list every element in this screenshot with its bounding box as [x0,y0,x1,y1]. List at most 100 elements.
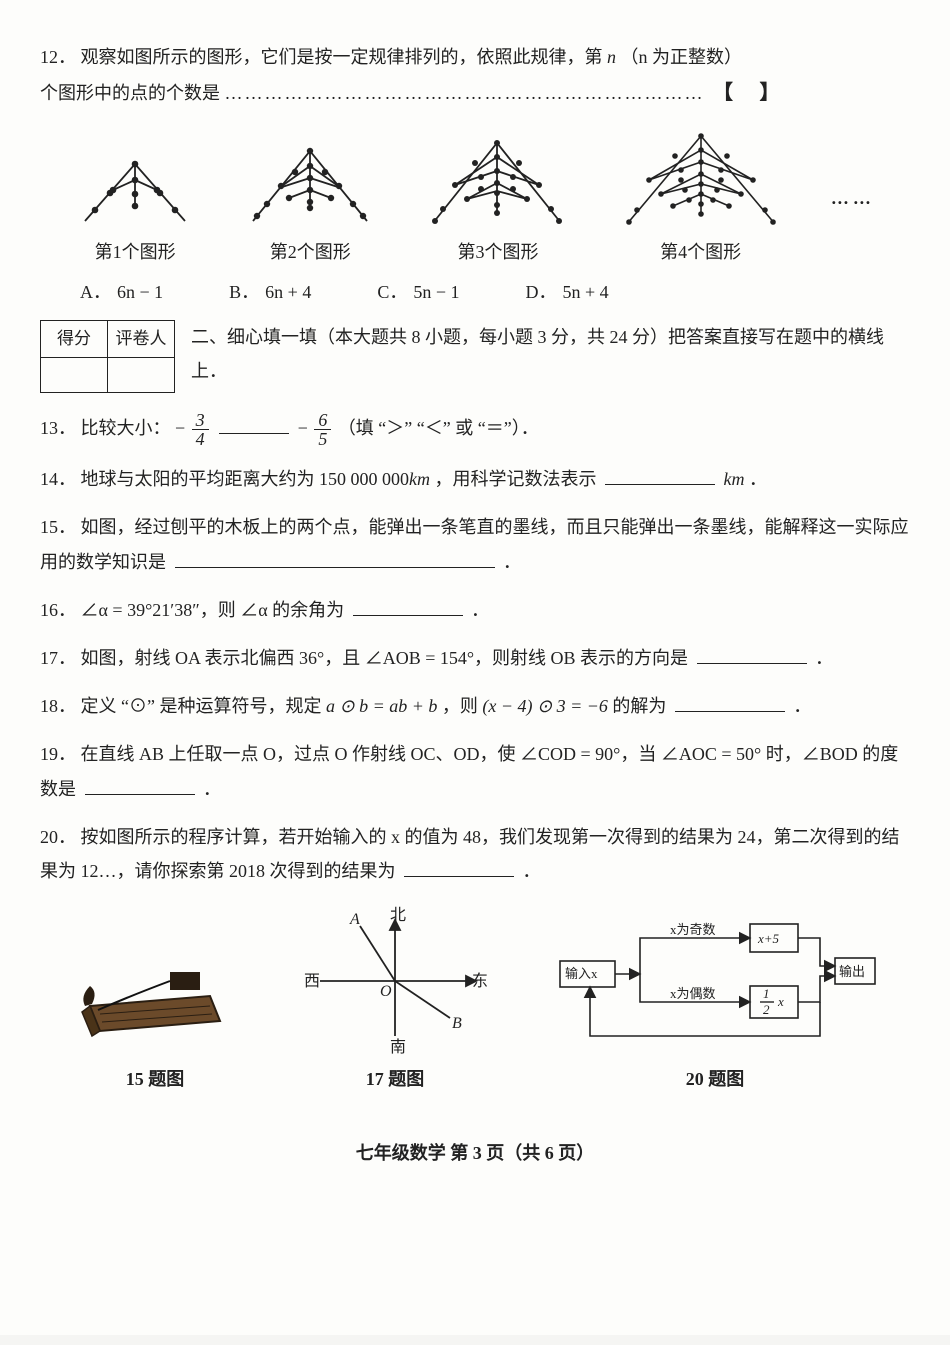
svg-text:南: 南 [390,1038,406,1056]
q12-number: 12． [40,47,76,67]
svg-text:x: x [777,994,784,1009]
q12-cap1: 第1个图形 [75,235,195,269]
svg-text:x+5: x+5 [757,931,780,946]
q12-cap2: 第2个图形 [245,235,375,269]
q13-num: 13． [40,418,76,438]
q16-blank [353,597,463,616]
q16-pre: ∠α = 39°21′38″，则 ∠α 的余角为 [81,600,345,620]
svg-text:A: A [349,911,360,928]
q13-lhs-sign: − [175,418,185,438]
q14-num: 14． [40,469,76,489]
q18-post: 的解为 [612,696,666,716]
plank-icon [70,936,240,1056]
bottom-figures: 15 题图 北 南 东 [40,906,910,1096]
q12-fig2: 第2个图形 [245,136,375,269]
q15-num: 15． [40,517,76,537]
question-14: 14． 地球与太阳的平均距离大约为 150 000 000km ，用科学记数法表… [40,462,910,496]
svg-text:东: 东 [472,972,488,990]
svg-text:输出: 输出 [839,964,865,979]
q13-rhs-sign: − [298,418,308,438]
page-footer: 七年级数学 第 3 页（共 6 页） [40,1136,910,1170]
q19-end: ． [203,779,221,799]
question-13: 13． 比较大小： − 3 4 − 6 5 （填 “＞” “＜” 或 “＝”）． [40,411,910,448]
q14-mid: ，用科学记数法表示 [435,469,597,489]
svg-text:x为偶数: x为偶数 [670,986,716,1001]
q12-bracket-r: 】 [760,82,780,104]
fig17: 北 南 东 西 A B O 17 题图 [300,906,490,1096]
question-17: 17． 如图，射线 OA 表示北偏西 36°，且 ∠AOB = 154°，则射线… [40,641,910,675]
svg-text:x为奇数: x为奇数 [670,922,716,937]
question-18: 18． 定义 “⊙” 是种运算符号，规定 a ⊙ b = ab + b ，则 (… [40,689,910,723]
svg-text:2: 2 [763,1002,770,1017]
section-2-title: 二、细心填一填（本大题共 8 小题，每小题 3 分，共 24 分）把答案直接写在… [191,320,910,388]
q12-fig1: 第1个图形 [75,146,195,269]
question-16: 16． ∠α = 39°21′38″，则 ∠α 的余角为 ． [40,593,910,627]
compass-icon: 北 南 东 西 A B O [300,906,490,1056]
q16-num: 16． [40,600,76,620]
q18-eq: (x − 4) ⊙ 3 = −6 [482,696,608,716]
svg-text:输入x: 输入x [565,966,598,981]
q14-unit2: km [724,469,745,489]
q18-mid: ，则 [442,696,483,716]
flowchart-icon: 输入x x为奇数 x为偶数 x+5 1 2 x 输出 [550,906,880,1056]
q13-rhs-frac: 6 5 [314,411,331,448]
q18-blank [675,693,785,712]
score-blank1 [41,357,108,392]
q12-opt-a: A．6n − 1 [80,275,169,309]
score-h1: 得分 [41,320,108,357]
q14-text: 地球与太阳的平均距离大约为 150 000 000 [81,469,410,489]
q12-paren: （n 为正整数） [621,47,743,67]
score-h2: 评卷人 [108,320,175,357]
q13-lhs-frac: 3 4 [192,411,209,448]
q12-text2: 个图形中的点的个数是 [40,83,220,103]
q19-blank [85,776,195,795]
q12-text1: 观察如图所示的图形，它们是按一定规律排列的，依照此规律，第 [81,47,608,67]
q17-blank [697,645,807,664]
fig15-cap: 15 题图 [70,1062,240,1096]
q14-end: ． [749,469,767,489]
section-2-header: 得分 评卷人 二、细心填一填（本大题共 8 小题，每小题 3 分，共 24 分）… [40,320,910,393]
q12-figures: 第1个图形 [50,126,900,269]
q16-end: ． [471,600,489,620]
q12-cap3: 第3个图形 [425,235,570,269]
svg-text:B: B [452,1015,462,1032]
q15-end: ． [503,552,521,572]
q18-num: 18． [40,696,76,716]
fig15: 15 题图 [70,936,240,1096]
q12-opt-c: C．5n − 1 [377,275,465,309]
q12-fig3: 第3个图形 [425,131,570,269]
fig20-cap: 20 题图 [550,1062,880,1096]
q13-blank [219,415,289,434]
q18-end: ． [793,696,811,716]
q12-opt-b: B．6n + 4 [229,275,317,309]
q12-var: n [607,47,616,67]
q18-rule: a ⊙ b = ab + b [326,696,437,716]
question-19: 19． 在直线 AB 上任取一点 O，过点 O 作射线 OC、OD，使 ∠COD… [40,737,910,805]
question-15: 15． 如图，经过刨平的木板上的两个点，能弹出一条笔直的墨线，而且只能弹出一条墨… [40,510,910,578]
q12-dots: ……………………………………………………………… [225,83,705,103]
q15-blank [175,549,495,568]
pattern-3-icon [425,131,570,231]
svg-text:1: 1 [763,986,770,1001]
pattern-2-icon [245,136,375,231]
q12-cap4: 第4个图形 [621,235,781,269]
pattern-4-icon [621,126,781,231]
question-12: 12． 观察如图所示的图形，它们是按一定规律排列的，依照此规律，第 n （n 为… [40,40,910,112]
q12-ellipsis: …… [831,181,875,215]
svg-text:O: O [380,983,392,1000]
score-blank2 [108,357,175,392]
q19-num: 19． [40,744,76,764]
q13-tail: （填 “＞” “＜” 或 “＝”）． [338,418,539,438]
q17-num: 17． [40,648,76,668]
question-20: 20． 按如图所示的程序计算，若开始输入的 x 的值为 48，我们发现第一次得到… [40,820,910,888]
fig17-cap: 17 题图 [300,1062,490,1096]
q12-bracket-l: 【 [713,82,733,104]
page: 12． 观察如图所示的图形，它们是按一定规律排列的，依照此规律，第 n （n 为… [0,0,950,1335]
fig20: 输入x x为奇数 x为偶数 x+5 1 2 x 输出 20 题图 [550,906,880,1096]
q14-unit1: km [409,469,430,489]
svg-text:北: 北 [390,906,406,924]
q20-blank [404,858,514,877]
score-table: 得分 评卷人 [40,320,175,393]
q20-end: ． [523,861,541,881]
svg-text:西: 西 [304,973,320,990]
